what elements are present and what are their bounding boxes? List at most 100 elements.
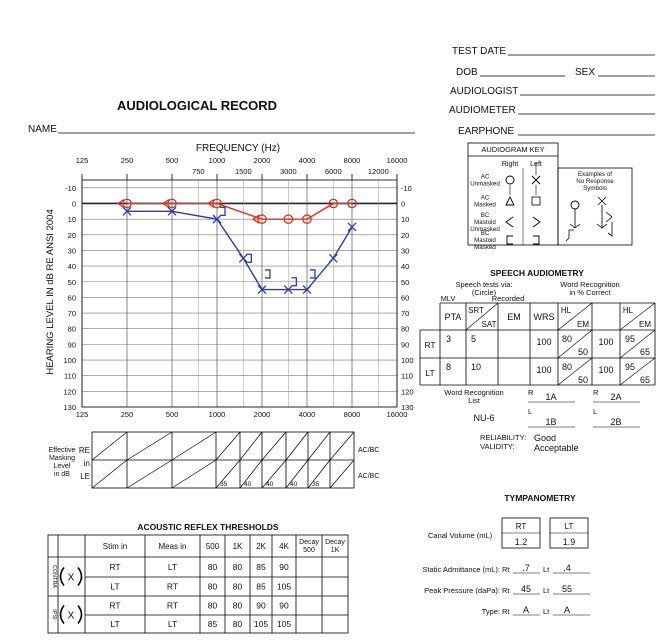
field-label: EARPHONE bbox=[458, 126, 514, 137]
y-tick-label: 0 bbox=[401, 199, 405, 208]
label: L bbox=[593, 407, 597, 416]
label: in dB bbox=[54, 471, 70, 478]
cell: 80 bbox=[562, 334, 572, 344]
x-tick-label: 4000 bbox=[299, 410, 316, 419]
bc-left-marker bbox=[291, 277, 297, 287]
x-tick-label: 125 bbox=[76, 410, 89, 419]
cell: 105 bbox=[277, 582, 291, 592]
rule bbox=[307, 459, 331, 489]
x-tick-label: 250 bbox=[121, 156, 134, 165]
label: Decay bbox=[299, 539, 319, 546]
label: Good bbox=[534, 433, 556, 443]
y-tick-label: -10 bbox=[65, 184, 76, 193]
ac-left-marker bbox=[167, 206, 177, 216]
cell: 80 bbox=[208, 582, 218, 592]
label: LE bbox=[80, 472, 90, 481]
key-symbol bbox=[565, 229, 574, 242]
label: (Circle) bbox=[472, 288, 497, 297]
label: Symbols bbox=[583, 185, 607, 192]
rule bbox=[171, 459, 217, 489]
y-tick-label: 130 bbox=[401, 403, 414, 412]
x-tick-label: 500 bbox=[166, 410, 179, 419]
label: SAT bbox=[482, 320, 497, 329]
y-tick-label: 60 bbox=[401, 293, 409, 302]
cell: A bbox=[523, 605, 529, 615]
label: Stim in bbox=[103, 542, 127, 551]
bc-right-marker bbox=[161, 198, 170, 209]
cell: 65 bbox=[640, 375, 650, 385]
field-label: AUDIOMETER bbox=[449, 105, 516, 116]
masking-value: 40 bbox=[266, 481, 274, 488]
y-tick-label: 0 bbox=[72, 199, 76, 208]
title: AUDIOLOGICAL RECORD bbox=[117, 98, 277, 113]
y-axis-title: HEARING LEVEL IN dB RE ANSI 2004 bbox=[45, 209, 56, 374]
cell: .7 bbox=[522, 563, 530, 573]
y-tick-label: 40 bbox=[401, 262, 409, 271]
label: RE bbox=[79, 446, 90, 455]
cell: 100 bbox=[536, 365, 551, 375]
y-tick-label: 70 bbox=[401, 309, 409, 318]
label: TYMPANOMETRY bbox=[504, 493, 576, 503]
label: L bbox=[528, 407, 532, 416]
label: Rt bbox=[502, 607, 510, 616]
masking-value: 35 bbox=[220, 481, 228, 488]
label: 1B bbox=[545, 417, 556, 427]
rule bbox=[215, 431, 241, 461]
bc-left-marker bbox=[246, 253, 252, 263]
x-tick-label: 1000 bbox=[209, 156, 226, 165]
label: Masked bbox=[474, 244, 496, 251]
label: Recorded bbox=[492, 294, 525, 303]
label: Masking bbox=[49, 455, 75, 462]
y-tick-label: 70 bbox=[68, 309, 76, 318]
y-tick-label: 60 bbox=[68, 293, 76, 302]
x-tick-label: 6000 bbox=[325, 167, 342, 176]
cell: RT bbox=[109, 562, 120, 572]
label: Word Recognition bbox=[560, 280, 619, 289]
label: 500 bbox=[303, 547, 315, 554]
label: in bbox=[84, 459, 90, 468]
cell: 80 bbox=[208, 601, 218, 611]
y-tick-label: 120 bbox=[63, 387, 76, 396]
x-tick-label: 2000 bbox=[254, 156, 271, 165]
y-tick-label: -10 bbox=[401, 184, 412, 193]
y-tick-label: 130 bbox=[63, 403, 76, 412]
label: MLV bbox=[441, 294, 456, 303]
label: 1K bbox=[233, 542, 243, 551]
cell: 90 bbox=[256, 601, 266, 611]
y-tick-label: 40 bbox=[68, 262, 76, 271]
x-tick-label: 8000 bbox=[344, 410, 361, 419]
rule bbox=[171, 431, 217, 461]
key-symbol bbox=[506, 235, 513, 245]
cell: LT bbox=[168, 619, 177, 629]
rule bbox=[619, 329, 656, 359]
label: R bbox=[593, 388, 599, 397]
cell: LT bbox=[110, 619, 119, 629]
cell: RT bbox=[167, 582, 178, 592]
cell: 50 bbox=[578, 375, 588, 385]
rule bbox=[557, 357, 593, 386]
ac-left-marker bbox=[257, 285, 267, 295]
label: Rt bbox=[502, 565, 510, 574]
cell: 105 bbox=[254, 619, 268, 629]
no-response-key bbox=[557, 167, 633, 246]
cell: 85 bbox=[256, 562, 266, 572]
label: 2K bbox=[256, 542, 266, 551]
y-tick-label: 90 bbox=[68, 340, 76, 349]
paren bbox=[59, 567, 65, 586]
ac-right-marker bbox=[283, 214, 294, 224]
key-symbol bbox=[533, 235, 540, 245]
label: Masked bbox=[474, 202, 496, 209]
label: 1K bbox=[331, 547, 340, 554]
label: 2B bbox=[610, 417, 621, 427]
label: 2A bbox=[610, 392, 621, 402]
rule bbox=[261, 431, 287, 461]
label: WRS bbox=[534, 312, 555, 322]
label: Effective bbox=[49, 447, 76, 454]
y-tick-label: 10 bbox=[401, 215, 409, 224]
y-tick-label: 100 bbox=[63, 356, 76, 365]
x-tick-label: 250 bbox=[121, 410, 134, 419]
y-tick-label: 80 bbox=[68, 325, 76, 334]
label: VALIDITY: bbox=[480, 442, 514, 451]
